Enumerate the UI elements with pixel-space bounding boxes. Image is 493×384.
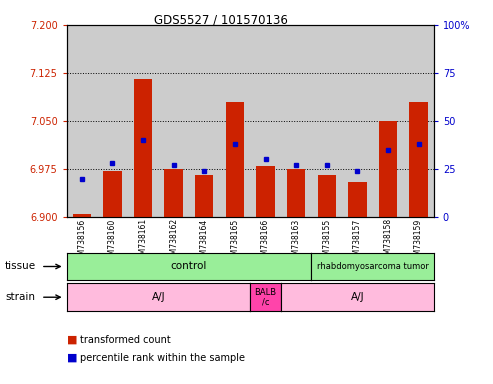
Text: BALB
/c: BALB /c bbox=[254, 288, 277, 306]
Bar bbox=[287, 169, 305, 217]
Text: ■: ■ bbox=[67, 335, 80, 345]
Bar bbox=[348, 182, 366, 217]
Text: transformed count: transformed count bbox=[80, 335, 171, 345]
Bar bbox=[165, 169, 183, 217]
Text: control: control bbox=[171, 262, 207, 271]
Text: tissue: tissue bbox=[5, 262, 36, 271]
Text: percentile rank within the sample: percentile rank within the sample bbox=[80, 353, 246, 363]
Bar bbox=[226, 102, 244, 217]
Bar bbox=[409, 102, 428, 217]
Text: rhabdomyosarcoma tumor: rhabdomyosarcoma tumor bbox=[317, 262, 428, 271]
Text: A/J: A/J bbox=[151, 292, 165, 302]
Bar bbox=[104, 171, 122, 217]
Text: GDS5527 / 101570136: GDS5527 / 101570136 bbox=[154, 13, 288, 26]
Text: strain: strain bbox=[5, 292, 35, 302]
Bar bbox=[195, 175, 213, 217]
Text: ■: ■ bbox=[67, 353, 80, 363]
Bar bbox=[256, 166, 275, 217]
Text: A/J: A/J bbox=[351, 292, 364, 302]
Bar bbox=[134, 79, 152, 217]
Bar bbox=[317, 175, 336, 217]
Bar bbox=[379, 121, 397, 217]
Bar bbox=[72, 214, 91, 217]
